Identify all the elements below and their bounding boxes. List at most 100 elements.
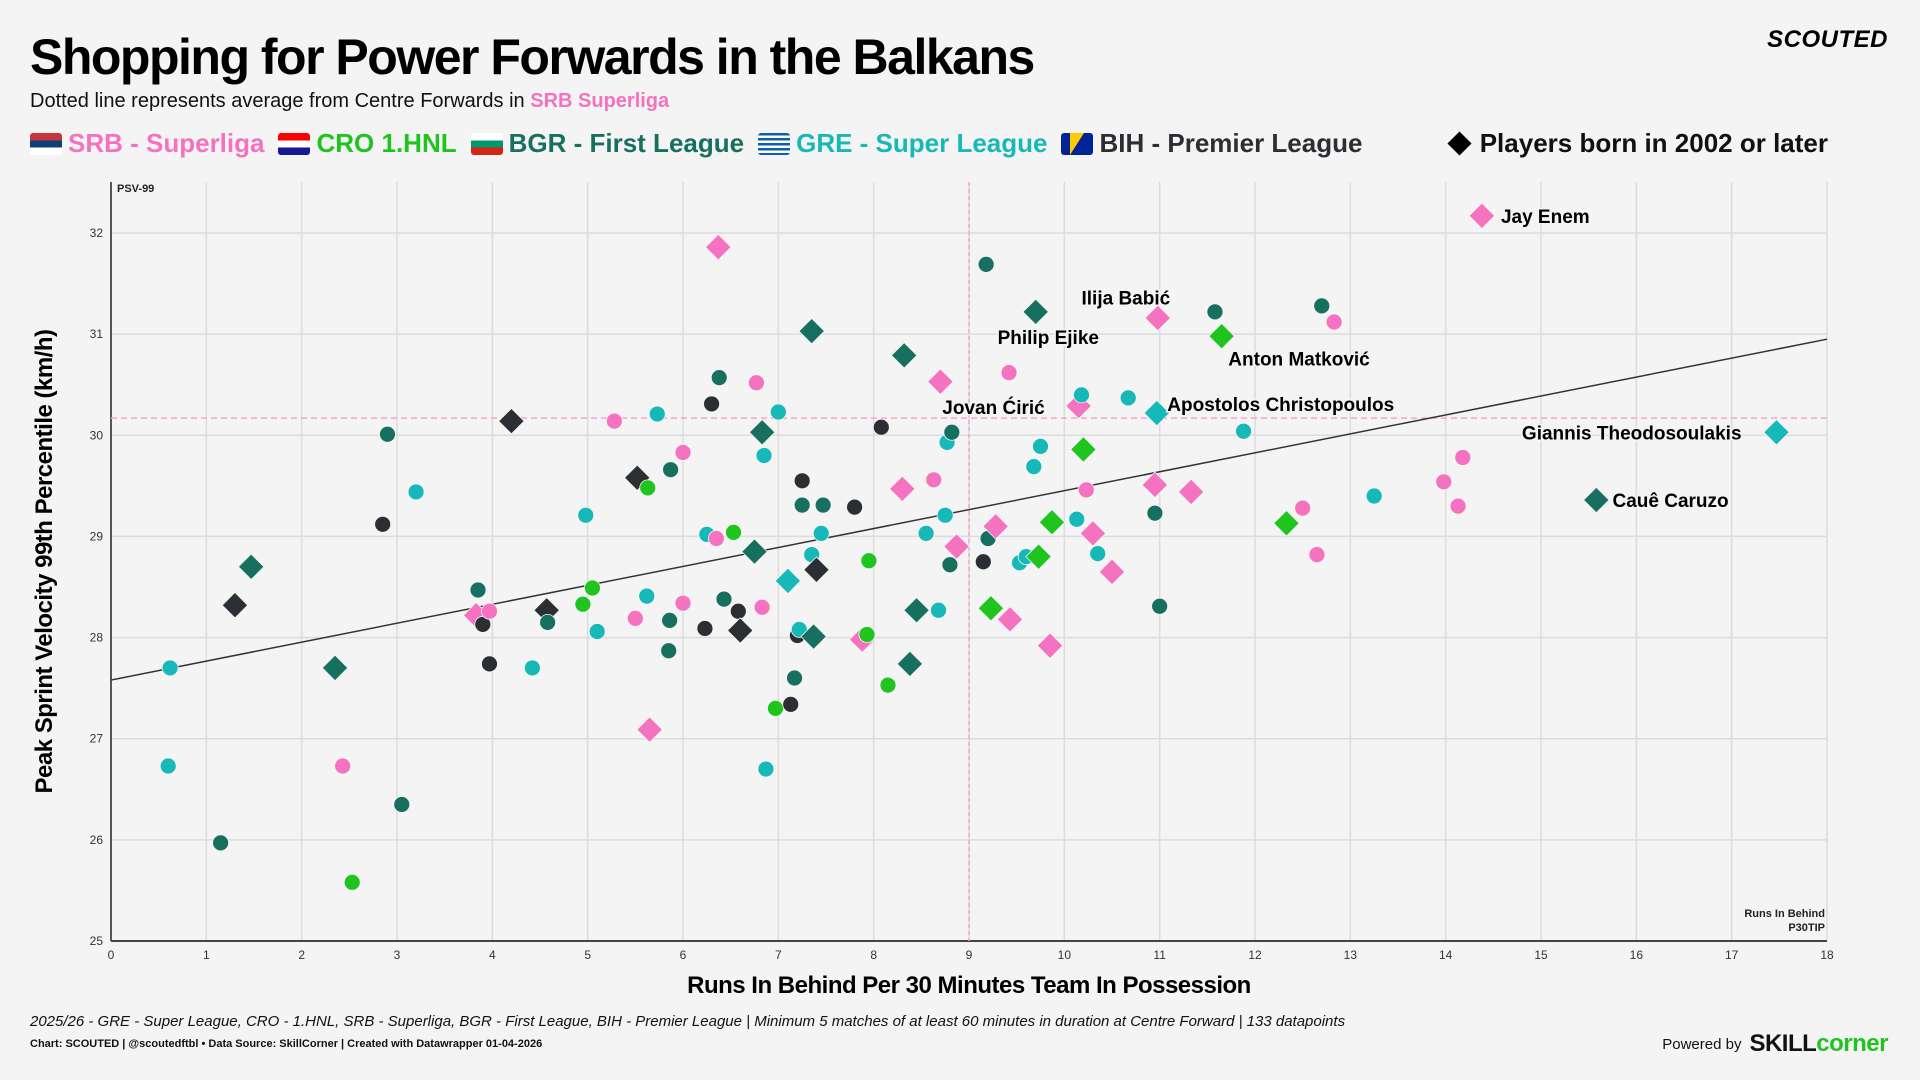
data-point-circle xyxy=(648,405,666,423)
data-point-diamond xyxy=(1141,471,1169,499)
data-point-circle xyxy=(793,496,811,514)
data-point-circle xyxy=(782,695,800,713)
data-point-circle xyxy=(660,642,678,660)
data-point-circle xyxy=(1435,473,1453,491)
player-annotation: Apostolos Christopoulos xyxy=(1167,395,1394,416)
data-point-circle xyxy=(374,515,392,533)
data-point-circle xyxy=(925,471,943,489)
data-point-circle xyxy=(481,655,498,673)
data-point-circle xyxy=(159,757,177,775)
data-point-circle xyxy=(814,496,832,514)
y-tick-label: 30 xyxy=(90,428,104,442)
data-point-circle xyxy=(662,461,680,479)
data-point-circle xyxy=(1146,504,1164,522)
data-point-circle xyxy=(707,530,725,547)
data-point-diamond xyxy=(1273,509,1300,537)
data-point-circle xyxy=(605,412,623,430)
data-point-circle xyxy=(943,423,961,441)
data-point-circle xyxy=(879,676,897,694)
data-point-circle xyxy=(212,834,230,852)
player-annotation: Ilija Babić xyxy=(1081,289,1170,310)
data-point-circle xyxy=(767,699,784,717)
x-corner-label: Runs In Behind xyxy=(1744,908,1825,920)
data-point-circle xyxy=(1025,458,1043,476)
data-point-diamond xyxy=(1582,486,1610,514)
powered-by: Powered by SKILLcorner xyxy=(1662,1030,1888,1058)
data-point-circle xyxy=(729,602,747,620)
data-point-diamond xyxy=(903,596,930,624)
data-point-diamond xyxy=(1070,436,1097,463)
greece-flag-icon xyxy=(758,132,791,155)
legend-item-srb: SRB - Superliga xyxy=(30,128,264,159)
player-annotation: Jovan Ćirić xyxy=(942,397,1045,419)
x-tick-label: 17 xyxy=(1725,948,1739,962)
data-point-circle xyxy=(1294,499,1312,517)
data-point-diamond xyxy=(977,594,1005,622)
x-tick-label: 5 xyxy=(584,948,591,962)
data-point-circle xyxy=(638,587,656,605)
data-point-circle xyxy=(715,590,733,608)
legend-label: SRB - Superliga xyxy=(68,128,265,158)
bulgaria-flag-icon xyxy=(470,132,503,155)
data-point-diamond xyxy=(982,513,1009,540)
x-tick-label: 13 xyxy=(1344,948,1358,962)
data-point-diamond xyxy=(704,233,732,261)
data-point-circle xyxy=(1365,487,1383,505)
data-point-circle xyxy=(393,796,411,813)
data-point-circle xyxy=(1089,545,1107,563)
x-tick-label: 15 xyxy=(1534,948,1548,962)
data-point-diamond xyxy=(321,654,349,682)
data-point-diamond xyxy=(741,538,768,565)
data-point-circle xyxy=(748,374,765,392)
x-tick-label: 1 xyxy=(203,948,210,962)
y-tick-label: 31 xyxy=(90,327,104,341)
data-point-circle xyxy=(1449,497,1467,515)
data-point-circle xyxy=(725,523,742,541)
data-point-circle xyxy=(790,621,808,638)
data-point-circle xyxy=(1308,546,1326,564)
data-point-circle xyxy=(674,444,692,461)
legend-item-bih: BIH - Premier League xyxy=(1061,128,1362,159)
data-point-diamond xyxy=(726,617,754,644)
data-point-diamond xyxy=(927,368,954,395)
data-point-diamond xyxy=(1177,478,1205,506)
data-point-circle xyxy=(846,498,863,516)
data-point-circle xyxy=(941,556,959,574)
data-point-circle xyxy=(1068,510,1086,528)
data-point-circle xyxy=(574,595,592,613)
data-point-diamond xyxy=(1763,418,1790,446)
data-point-circle xyxy=(930,601,947,619)
data-point-circle xyxy=(936,506,954,524)
player-annotation: Cauê Caruzo xyxy=(1613,491,1729,512)
data-point-circle xyxy=(710,369,728,387)
data-point-diamond xyxy=(774,567,802,595)
powered-by-label: Powered by xyxy=(1662,1035,1742,1053)
x-tick-label: 2 xyxy=(298,948,305,962)
data-point-circle xyxy=(1073,386,1090,404)
data-point-circle xyxy=(481,602,498,620)
data-point-circle xyxy=(696,620,714,637)
data-point-diamond xyxy=(803,556,830,584)
data-point-diamond xyxy=(498,407,525,435)
skillcorner-logo: SKILLcorner xyxy=(1749,1030,1888,1057)
scouted-logo: SCOUTED xyxy=(1767,26,1888,53)
legend-label: BIH - Premier League xyxy=(1099,128,1363,158)
data-point-circle xyxy=(577,506,595,524)
croatia-flag-icon xyxy=(278,132,311,155)
data-point-circle xyxy=(1325,313,1343,331)
league-legend: SRB - Superliga CRO 1.HNL BGR - First Le… xyxy=(30,128,1362,159)
chart-subtitle: Dotted line represents average from Cent… xyxy=(30,90,669,113)
data-point-diamond xyxy=(1468,202,1496,230)
x-tick-label: 8 xyxy=(870,948,877,962)
x-tick-label: 6 xyxy=(680,948,687,962)
data-point-diamond xyxy=(888,475,916,503)
subtitle-text: Dotted line represents average from Cent… xyxy=(30,90,525,112)
data-point-circle xyxy=(584,579,601,597)
data-point-diamond xyxy=(996,606,1024,633)
data-point-diamond xyxy=(1208,322,1235,350)
player-annotation: Philip Ejike xyxy=(998,328,1099,349)
y-corner-label: PSV-99 xyxy=(117,183,154,195)
data-point-circle xyxy=(407,483,425,501)
data-point-circle xyxy=(1313,297,1331,315)
